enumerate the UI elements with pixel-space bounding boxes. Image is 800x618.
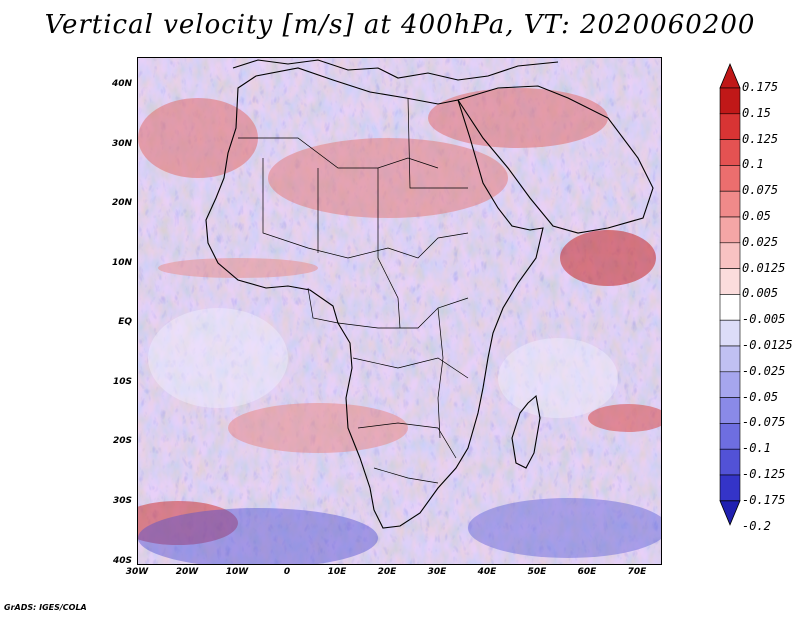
- colorbar-swatch: [719, 190, 741, 218]
- colorbar-swatch: [719, 268, 741, 295]
- lat-label-10n: 10N: [111, 258, 132, 268]
- africa-coastline: [205, 67, 544, 529]
- colorbar-swatch: [719, 294, 741, 321]
- lat-label-20n: 20N: [111, 198, 132, 208]
- lon-label-30e: 30E: [427, 567, 447, 577]
- colorbar-tick-label: -0.2: [742, 518, 771, 533]
- lat-label-30n: 30N: [111, 139, 132, 149]
- colorbar-tick-label: 0.175: [742, 80, 779, 94]
- colorbar-tick-label: 0.025: [742, 234, 779, 249]
- europe-coastline: [232, 59, 559, 81]
- colorbar-tick-label: 0.0125: [742, 260, 786, 275]
- lon-label-40e: 40E: [477, 567, 497, 577]
- madagascar-coastline: [511, 394, 541, 469]
- colorbar-tick-label: -0.05: [742, 389, 779, 404]
- arabia-coastline: [457, 85, 654, 234]
- lat-label-40n: 40N: [111, 79, 132, 89]
- colorbar-tick-label: 0.05: [742, 209, 771, 223]
- colorbar-swatch: [719, 139, 741, 166]
- colorbar-tick-label: -0.005: [742, 312, 786, 327]
- colorbar-bottom-arrow: [719, 500, 741, 526]
- colorbar-tick-label: 0.075: [742, 183, 779, 198]
- colorbar-swatch: [719, 216, 741, 244]
- lon-label-70e: 70E: [627, 567, 647, 577]
- lat-label-30s: 30S: [112, 496, 132, 506]
- colorbar-tick-label: -0.125: [742, 467, 786, 481]
- colorbar-top-arrow: [719, 62, 741, 89]
- lon-label-30w: 30W: [125, 567, 149, 577]
- descent-zones: [138, 308, 661, 564]
- lon-label-60e: 60E: [577, 567, 597, 577]
- colorbar-tick-label: 0.005: [742, 286, 779, 301]
- colorbar-swatch: [719, 113, 741, 140]
- colorbar-swatch: [719, 397, 741, 424]
- colorbar-tick-label: -0.0125: [742, 338, 793, 352]
- lat-label-10s: 10S: [112, 377, 132, 387]
- colorbar-tick-label: 0.1: [742, 157, 764, 172]
- colorbar-swatch: [719, 165, 741, 192]
- colorbar-swatch: [719, 423, 741, 450]
- grads-credit: GrADS: IGES/COLA: [4, 603, 87, 612]
- map-title: Vertical velocity [m/s] at 400hPa, VT: 2…: [44, 10, 756, 40]
- lon-label-50e: 50E: [527, 567, 547, 577]
- colorbar-swatch: [719, 87, 741, 115]
- velocity-field: [138, 58, 661, 564]
- colorbar-swatch: [719, 474, 741, 502]
- ascent-zones: [138, 88, 661, 545]
- lat-label-40s: 40S: [112, 556, 132, 566]
- colorbar-swatch: [719, 319, 741, 347]
- colorbar-tick-label: -0.175: [742, 492, 786, 507]
- colorbar-swatch: [719, 345, 741, 373]
- lon-label-20e: 20E: [377, 567, 397, 577]
- colorbar-tick-label: -0.1: [742, 441, 771, 456]
- colorbar-swatch: [719, 448, 741, 476]
- colorbar-tick-label: 0.15: [742, 105, 771, 120]
- lon-label-10w: 10W: [225, 567, 249, 577]
- colorbar-swatch: [719, 242, 741, 269]
- lon-label-10e: 10E: [327, 567, 347, 577]
- colorbar-tick-label: 0.125: [742, 131, 779, 146]
- colorbar: [719, 62, 741, 526]
- coastlines: [205, 59, 654, 529]
- map-plot-area: [137, 57, 662, 565]
- lat-label-eq: EQ: [118, 317, 132, 327]
- colorbar-swatch: [719, 371, 741, 398]
- lon-label-20w: 20W: [175, 567, 199, 577]
- country-borders: [238, 97, 469, 484]
- lat-label-20s: 20S: [112, 436, 132, 446]
- colorbar-tick-label: -0.075: [742, 415, 786, 430]
- lon-label-0: 0: [283, 567, 291, 577]
- colorbar-tick-label: -0.025: [742, 363, 786, 378]
